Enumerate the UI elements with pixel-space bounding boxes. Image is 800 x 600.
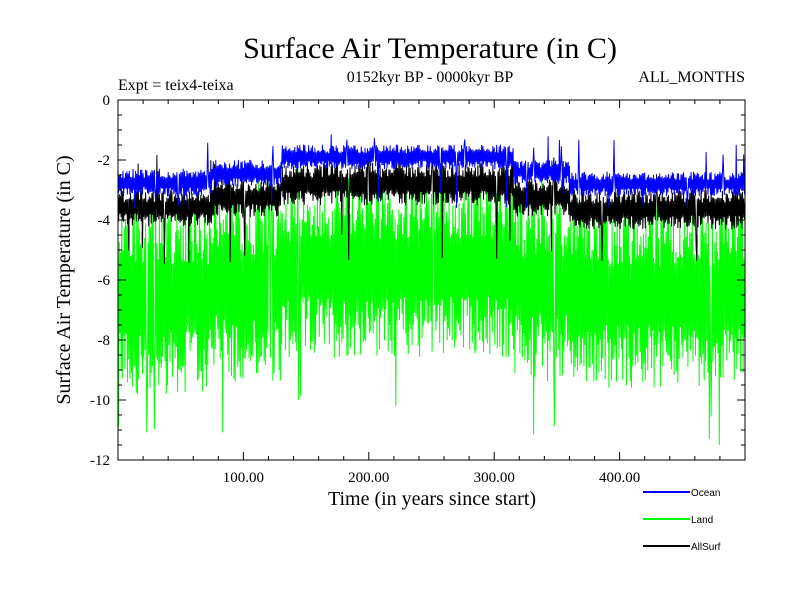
chart-subtitle-left: Expt = teix4-teixa: [118, 77, 234, 94]
chart-title: Surface Air Temperature (in C): [243, 32, 617, 65]
legend-item-land: Land: [643, 515, 713, 526]
y-tick-label: -12: [90, 453, 110, 469]
legend-label: AllSurf: [691, 542, 721, 553]
y-tick-label: -8: [98, 333, 111, 349]
y-tick-label: -4: [98, 213, 111, 229]
y-tick-label: -10: [90, 393, 110, 409]
chart-subtitle-right: ALL_MONTHS: [638, 69, 745, 86]
legend: Ocean Land AllSurf: [643, 488, 721, 553]
x-tick-label: 400.00: [599, 470, 640, 486]
legend-label: Ocean: [691, 488, 720, 499]
y-tick-label: -6: [98, 273, 111, 289]
series-line-land: [117, 159, 746, 446]
y-tick-label: 0: [103, 93, 111, 109]
y-axis: 0 -2 -4 -6 -8 -10 -12: [90, 93, 745, 469]
x-tick-label: 100.00: [223, 470, 264, 486]
legend-item-allsurf: AllSurf: [643, 542, 721, 553]
y-tick-label: -2: [98, 153, 111, 169]
series-land: [117, 159, 746, 446]
series-line-allsurf: [117, 154, 746, 264]
series-ocean: [117, 134, 746, 209]
series-layer: [117, 134, 746, 446]
chart-subtitle-center: 0152kyr BP - 0000kyr BP: [347, 69, 514, 86]
y-axis-label: Surface Air Temperature (in C): [53, 155, 75, 404]
series-line-ocean: [117, 134, 746, 209]
series-allsurf: [117, 154, 746, 264]
x-axis: 100.00 200.00 300.00 400.00: [142, 100, 721, 486]
x-tick-label: 300.00: [474, 470, 515, 486]
x-tick-label: 200.00: [348, 470, 389, 486]
legend-label: Land: [691, 515, 713, 526]
x-axis-label: Time (in years since start): [328, 488, 536, 510]
legend-item-ocean: Ocean: [643, 488, 720, 499]
